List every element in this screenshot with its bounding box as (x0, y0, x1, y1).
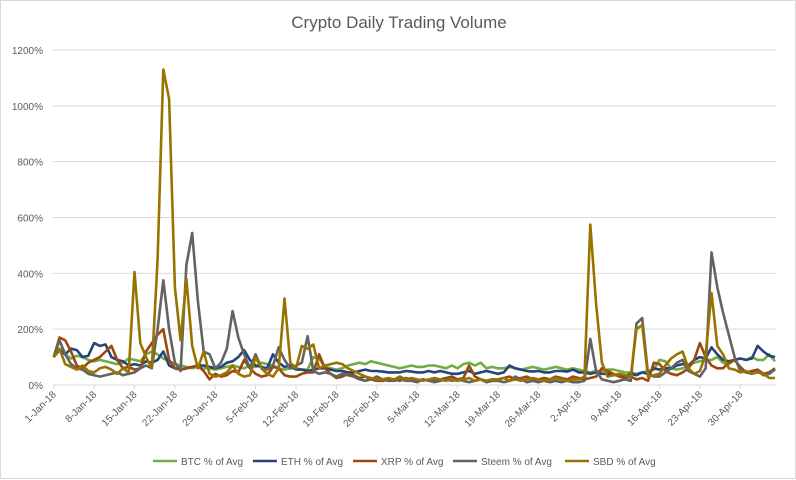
y-tick-label: 800% (17, 158, 43, 169)
series-line-xrp (52, 327, 776, 383)
legend-label: ETH % of Avg (281, 457, 343, 468)
y-tick-label: 1000% (12, 102, 43, 113)
x-tick-label: 9-Apr-18 (589, 389, 625, 425)
x-tick-label: 12-Feb-18 (261, 389, 302, 430)
x-tick-label: 5-Feb-18 (224, 389, 261, 426)
x-tick-label: 29-Jan-18 (181, 389, 221, 429)
x-tick-label: 26-Mar-18 (503, 389, 544, 430)
y-tick-label: 400% (17, 269, 43, 280)
y-tick-label: 600% (17, 214, 43, 225)
x-tick-label: 1-Jan-18 (23, 389, 59, 425)
x-tick-label: 5-Mar-18 (386, 389, 423, 426)
x-tick-label: 19-Mar-18 (463, 389, 504, 430)
y-tick-label: 0% (29, 381, 44, 392)
chart-title: Crypto Daily Trading Volume (291, 13, 506, 32)
legend-item: Steem % of Avg (453, 457, 552, 468)
x-tick-label: 16-Apr-18 (625, 389, 665, 429)
x-tick-label: 15-Jan-18 (100, 389, 140, 429)
legend-label: XRP % of Avg (381, 457, 443, 468)
legend-label: Steem % of Avg (481, 457, 552, 468)
x-tick-label: 2-Apr-18 (549, 389, 585, 425)
legend-item: SBD % of Avg (565, 457, 656, 468)
x-tick-label: 19-Feb-18 (301, 389, 342, 430)
legend-item: XRP % of Avg (353, 457, 443, 468)
legend-label: SBD % of Avg (593, 457, 656, 468)
x-tick-label: 12-Mar-18 (422, 389, 463, 430)
series-line-sbd (52, 68, 775, 383)
x-tick-label: 30-Apr-18 (706, 389, 746, 429)
x-tick-label: 26-Feb-18 (342, 389, 383, 430)
x-tick-label: 8-Jan-18 (64, 389, 100, 425)
legend-label: BTC % of Avg (181, 457, 243, 468)
x-tick-label: 23-Apr-18 (666, 389, 706, 429)
x-tick-label: 22-Jan-18 (140, 389, 180, 429)
y-tick-label: 200% (17, 325, 43, 336)
legend-item: BTC % of Avg (153, 457, 243, 468)
legend-item: ETH % of Avg (253, 457, 343, 468)
y-tick-label: 1200% (12, 46, 43, 57)
series-line-steem (52, 231, 776, 384)
